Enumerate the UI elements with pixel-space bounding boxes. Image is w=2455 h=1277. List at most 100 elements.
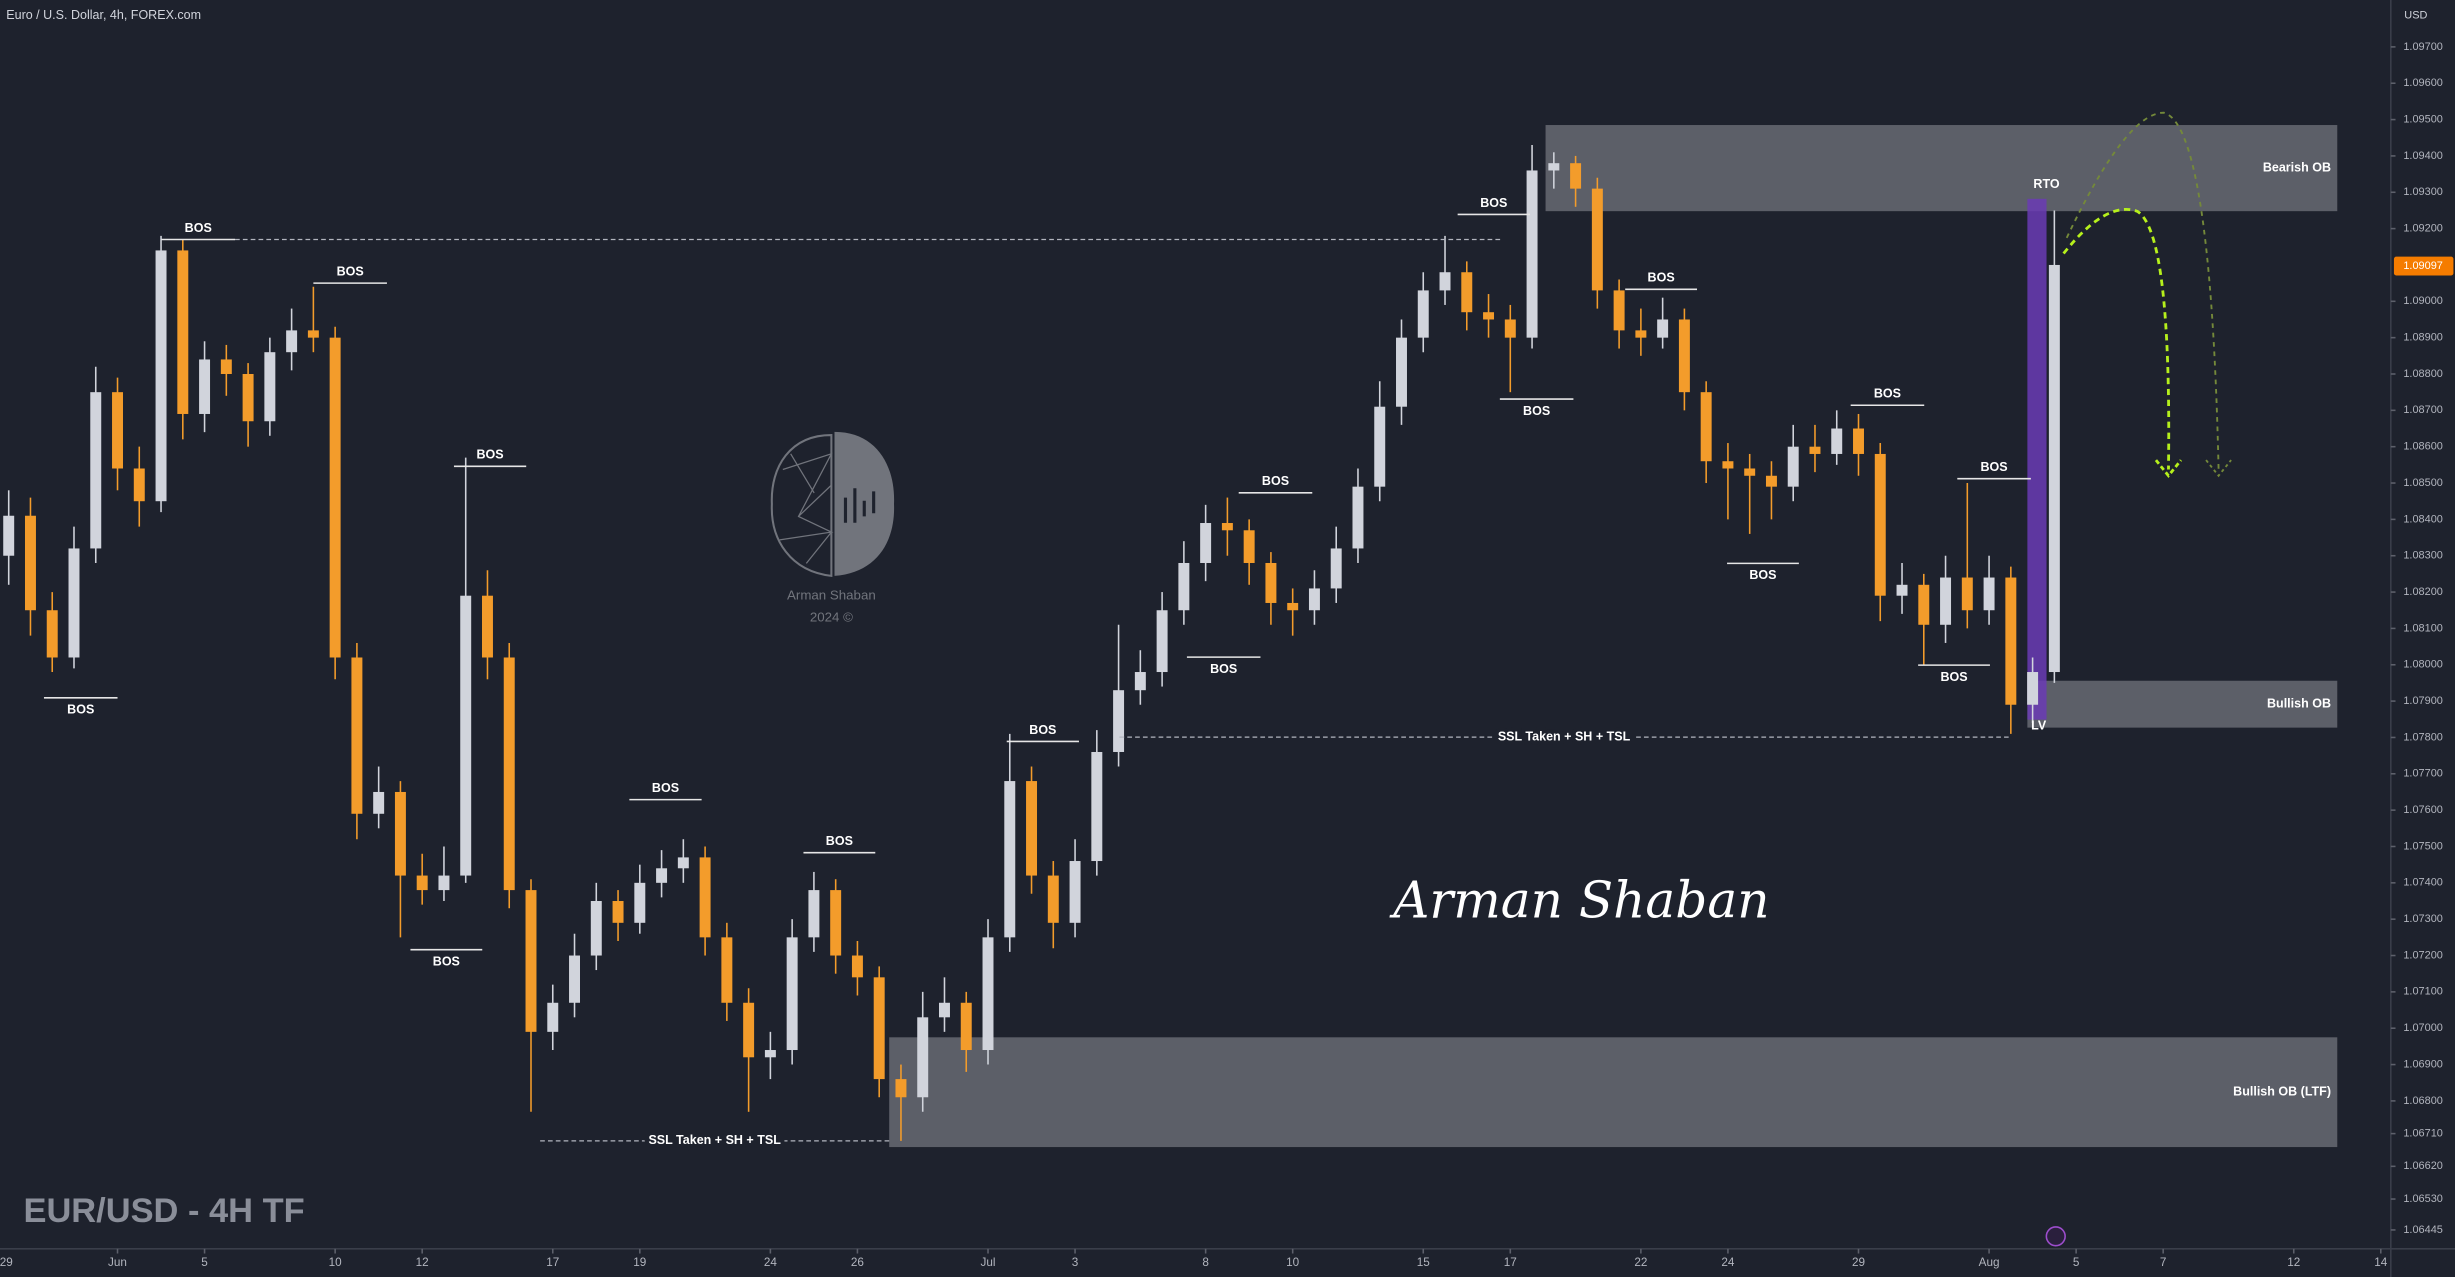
x-tick-label: Jun bbox=[108, 1256, 127, 1269]
candle-body bbox=[764, 1050, 776, 1058]
candle-body bbox=[1657, 319, 1669, 338]
candle-body bbox=[1787, 446, 1799, 487]
candle-body bbox=[1134, 672, 1146, 691]
marker-label: RTO bbox=[2033, 177, 2059, 191]
y-tick-label: 1.06620 bbox=[2403, 1160, 2443, 1172]
y-tick-label: 1.08900 bbox=[2403, 332, 2443, 344]
candle-body bbox=[503, 657, 515, 891]
x-tick-label: 5 bbox=[201, 1256, 208, 1269]
candle-body bbox=[1461, 272, 1473, 313]
bos-label: BOS bbox=[1648, 271, 1675, 285]
candle-body bbox=[917, 1017, 929, 1098]
candle-body bbox=[460, 595, 472, 876]
candle-body bbox=[1765, 475, 1777, 487]
candle-body bbox=[1940, 577, 1952, 625]
candle-body bbox=[286, 330, 298, 353]
bos-label: BOS bbox=[337, 264, 364, 278]
x-tick-label: 17 bbox=[1504, 1256, 1517, 1269]
order-block-zone bbox=[1545, 125, 2338, 212]
candle-body bbox=[1591, 188, 1603, 291]
candle-body bbox=[1026, 781, 1038, 876]
logo-year: 2024 © bbox=[810, 610, 853, 625]
candle-body bbox=[1678, 319, 1690, 393]
candle-body bbox=[24, 515, 36, 611]
watermark: EUR/USD - 4H TF bbox=[23, 1192, 304, 1230]
axis-layer: 1.09700 1.09600 1.09500 1.09400 1.09300 1.092… bbox=[0, 41, 2454, 1269]
candle-body bbox=[939, 1002, 950, 1018]
x-tick-label: 24 bbox=[764, 1256, 778, 1269]
candle-body bbox=[481, 595, 493, 658]
y-tick-label: 1.06710 bbox=[2403, 1128, 2443, 1140]
candle-body bbox=[1570, 163, 1582, 189]
bos-label: BOS bbox=[1262, 474, 1289, 488]
logo-candles bbox=[843, 488, 876, 523]
candle-body bbox=[1156, 610, 1168, 673]
candle-body bbox=[1744, 468, 1756, 476]
candle-body bbox=[155, 250, 167, 502]
candle-body bbox=[525, 890, 537, 1032]
y-tick-label: 1.08100 bbox=[2403, 622, 2443, 634]
x-tick-label: 7 bbox=[2160, 1256, 2167, 1269]
bos-label: BOS bbox=[477, 448, 504, 462]
x-tick-label: 26 bbox=[851, 1256, 864, 1269]
marker-label: LV bbox=[2031, 718, 2047, 732]
candle-body bbox=[1178, 562, 1190, 611]
y-tick-label: 1.07500 bbox=[2403, 840, 2443, 852]
level-label: SSL Taken + SH + TSL bbox=[1498, 729, 1631, 743]
level-label: SSL Taken + SH + TSL bbox=[648, 1133, 781, 1147]
bos-label: BOS bbox=[1940, 670, 1967, 684]
candle-body bbox=[3, 515, 15, 556]
candle-body bbox=[438, 875, 450, 891]
candle-body bbox=[895, 1079, 907, 1098]
bos-label: BOS bbox=[826, 834, 853, 848]
candle-body bbox=[1330, 548, 1342, 589]
x-tick-label: Aug bbox=[1979, 1256, 2000, 1269]
price-axis-bg bbox=[2390, 0, 2455, 1277]
candle-body bbox=[1548, 163, 1560, 171]
x-tick-label: 15 bbox=[1417, 1256, 1431, 1269]
y-tick-label: 1.08800 bbox=[2403, 368, 2443, 380]
candle-body bbox=[90, 392, 102, 549]
logo-wireframe bbox=[779, 452, 834, 564]
arrow-head bbox=[2154, 459, 2183, 478]
y-tick-label: 1.09400 bbox=[2403, 150, 2443, 162]
y-tick-label: 1.07000 bbox=[2403, 1022, 2443, 1034]
x-tick-label: 22 bbox=[1634, 1256, 1647, 1269]
candle-body bbox=[416, 875, 428, 891]
candle-body bbox=[1396, 337, 1407, 407]
impulse-highlight bbox=[2027, 198, 2047, 720]
candle-body bbox=[1417, 290, 1429, 338]
annotations-layer: BOS BOS BOS BOS BOS BOS BOS BOS BOS BOS BOS BOS BOS B… bbox=[43, 177, 2060, 1151]
candle-body bbox=[1308, 588, 1320, 611]
logo: Arman Shaban 2024 © bbox=[770, 431, 895, 625]
candle-body bbox=[2027, 672, 2039, 705]
event-icon[interactable] bbox=[2045, 1226, 2066, 1247]
candle-body bbox=[329, 337, 341, 658]
zone-label: Bullish OB (LTF) bbox=[2233, 1084, 2331, 1098]
y-tick-label: 1.08500 bbox=[2403, 477, 2443, 489]
x-tick-label: 29 bbox=[0, 1256, 13, 1269]
x-tick-label: 10 bbox=[1286, 1256, 1300, 1269]
candle-body bbox=[743, 1002, 755, 1058]
y-tick-label: 1.08400 bbox=[2403, 513, 2443, 525]
candle-body bbox=[982, 937, 994, 1051]
candle-body bbox=[1352, 486, 1364, 549]
candle-body bbox=[1047, 875, 1059, 923]
y-tick-label: 1.06800 bbox=[2403, 1095, 2443, 1107]
candle-body bbox=[351, 657, 363, 814]
candle-body bbox=[373, 791, 385, 814]
zone-label: Bearish OB bbox=[2263, 160, 2331, 174]
candle-body bbox=[547, 1002, 559, 1032]
y-tick-label: 1.08700 bbox=[2403, 404, 2443, 416]
candle-body bbox=[1200, 523, 1212, 563]
candle-body bbox=[699, 857, 711, 938]
bos-label: BOS bbox=[652, 781, 679, 795]
x-tick-label: 17 bbox=[546, 1256, 559, 1269]
candle-body bbox=[1091, 751, 1103, 862]
candle-body bbox=[960, 1002, 972, 1051]
chart-title: Euro / U.S. Dollar, 4h, FOREX.com bbox=[6, 8, 201, 22]
candle-body bbox=[1635, 330, 1647, 338]
y-tick-label: 1.07300 bbox=[2403, 913, 2443, 925]
y-tick-label: 1.07100 bbox=[2403, 986, 2443, 998]
candle-body bbox=[1896, 584, 1908, 596]
